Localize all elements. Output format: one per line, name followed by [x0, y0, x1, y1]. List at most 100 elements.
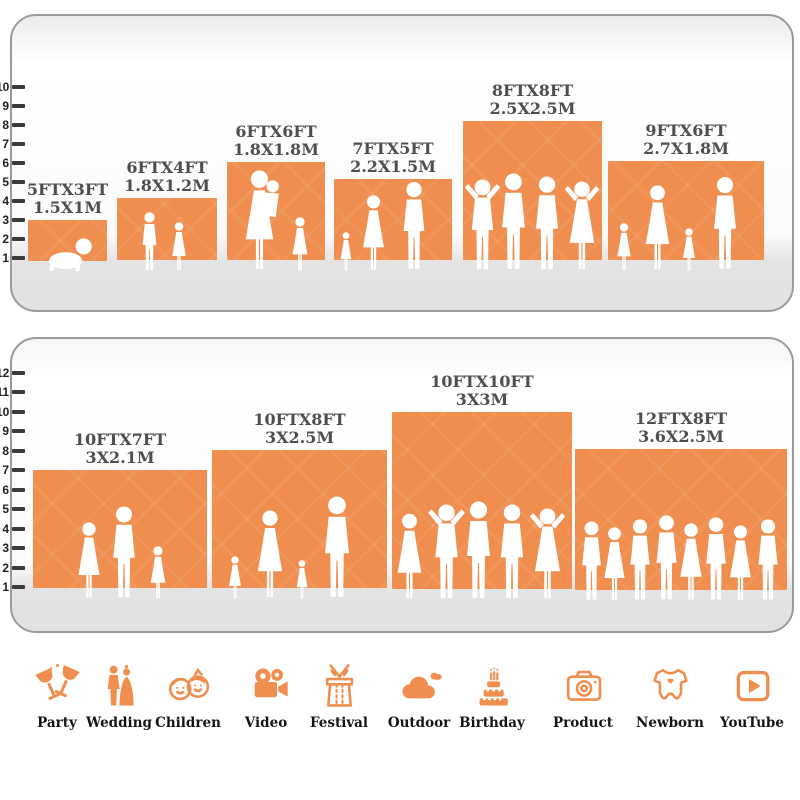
ruler-number: 2 — [2, 561, 9, 575]
product-icon — [566, 670, 601, 701]
size-feet: 10FTX8FT — [253, 410, 346, 429]
category-label: Children — [155, 715, 221, 731]
backdrop-size-label: 5FTX3FT 1.5X1M — [27, 181, 108, 217]
backdrop-size-label: 10FTX8FT 3X2.5M — [253, 411, 345, 447]
youtube-icon — [736, 670, 769, 702]
ruler-tick — [12, 104, 25, 108]
size-feet: 5FTX3FT — [26, 180, 109, 199]
festival-icon — [325, 664, 353, 707]
backdrop-12ftx8ft: 12FTX8FT 3.6X2.5M — [575, 410, 787, 600]
ruler-number: 3 — [2, 213, 9, 227]
category-label: Party — [37, 715, 77, 731]
backdrop-9ftx6ft: 9FTX6FT 2.7X1.8M — [608, 122, 764, 271]
size-feet: 6FTX6FT — [235, 122, 317, 141]
size-meters: 1.8X1.2M — [124, 176, 210, 195]
size-meters: 3X3M — [455, 390, 509, 409]
size-feet: 7FTX5FT — [352, 139, 434, 158]
ruler-tick — [12, 142, 25, 146]
ruler-number: 4 — [2, 522, 9, 536]
backdrop-10ftx7ft: 10FTX7FT 3X2.1M — [33, 431, 207, 599]
ruler-tick — [12, 371, 25, 375]
people-silhouette — [142, 212, 186, 271]
size-meters: 3X2.5M — [264, 428, 335, 447]
ruler-tick — [12, 161, 25, 165]
ruler-number: 1 — [2, 251, 9, 265]
outdoor-icon — [401, 672, 442, 699]
size-meters: 2.7X1.8M — [643, 139, 729, 158]
ruler-tick — [12, 180, 25, 184]
ruler-tick — [12, 527, 25, 531]
size-meters: 2.5X2.5M — [489, 99, 576, 118]
category-item-video: Video — [224, 662, 308, 731]
size-feet: 12FTX8FT — [634, 409, 728, 428]
size-meters: 3.6X2.5M — [638, 427, 724, 446]
ruler-number: 1 — [2, 580, 9, 594]
ruler-number: 8 — [2, 118, 9, 132]
people-silhouette — [227, 162, 308, 271]
category-label: Product — [553, 715, 613, 731]
ruler-number: 5 — [2, 175, 9, 189]
category-item-birthday: Birthday — [450, 662, 534, 731]
ruler-number: 9 — [2, 99, 9, 113]
category-label: Outdoor — [387, 715, 451, 731]
category-item-product: Product — [541, 662, 625, 731]
category-label: Video — [244, 715, 288, 731]
ruler-number: 5 — [2, 502, 9, 516]
people-silhouette — [78, 506, 166, 599]
birthday-icon — [479, 666, 508, 706]
ruler-tick — [12, 488, 25, 492]
ruler-tick — [12, 585, 25, 589]
size-meters: 1.8X1.8M — [233, 140, 319, 159]
backdrop-6ftx6ft: 6FTX6FT 1.8X1.8M — [227, 123, 325, 271]
backdrop-size-label: 9FTX6FT 2.7X1.8M — [643, 122, 729, 158]
ruler-tick — [12, 410, 25, 414]
ruler-tick — [12, 507, 25, 511]
ruler-tick — [12, 237, 25, 241]
size-feet: 9FTX6FT — [645, 121, 727, 140]
newborn-icon — [652, 668, 688, 700]
ruler-number: 7 — [2, 463, 9, 477]
people-silhouette — [582, 515, 778, 600]
people-silhouette — [229, 496, 349, 599]
ruler-number: 10 — [0, 405, 10, 419]
ruler-number: 6 — [2, 483, 9, 497]
size-meters: 1.5X1M — [32, 198, 103, 217]
category-label: YouTube — [720, 715, 784, 731]
ruler-number: 4 — [2, 194, 9, 208]
category-item-youtube: YouTube — [710, 662, 794, 731]
backdrop-size-label: 10FTX10FT 3X3M — [430, 373, 533, 409]
ruler-number: 3 — [2, 541, 9, 555]
ruler-tick — [12, 566, 25, 570]
ruler-tick — [12, 256, 25, 260]
size-meters: 3X2.1M — [85, 448, 155, 467]
category-item-festival: Festival — [297, 662, 381, 731]
backdrop-5ftx3ft: 5FTX3FT 1.5X1M — [27, 181, 108, 272]
ruler-tick — [12, 199, 25, 203]
backdrop-size-label: 12FTX8FT 3.6X2.5M — [635, 410, 727, 446]
size-meters: 2.2X1.5M — [350, 157, 436, 176]
ruler-number: 2 — [2, 232, 9, 246]
ruler-tick — [12, 85, 25, 89]
ruler-number: 10 — [0, 80, 10, 94]
backdrop-size-label: 6FTX6FT 1.8X1.8M — [233, 123, 319, 159]
ruler-tick — [12, 429, 25, 433]
ruler-number: 12 — [0, 366, 10, 380]
people-silhouette — [617, 176, 736, 271]
ruler-tick — [12, 390, 25, 394]
children-icon — [168, 668, 209, 701]
people-silhouette — [340, 181, 425, 271]
category-label: Wedding — [86, 715, 152, 731]
backdrop-10ftx10ft: 10FTX10FT 3X3M — [392, 373, 572, 589]
ruler-number: 11 — [0, 385, 9, 399]
category-label: Festival — [309, 715, 369, 731]
backdrop-8ftx8ft: 8FTX8FT 2.5X2.5M — [463, 82, 602, 260]
category-label: Birthday — [459, 715, 525, 731]
size-feet: 10FTX7FT — [73, 430, 167, 449]
ruler-number: 6 — [2, 156, 9, 170]
backdrop-size-label: 10FTX7FT 3X2.1M — [74, 431, 166, 467]
ruler-number: 8 — [2, 444, 9, 458]
category-item-newborn: Newborn — [628, 662, 712, 731]
ruler-tick — [12, 218, 25, 222]
ruler-number: 7 — [2, 137, 9, 151]
